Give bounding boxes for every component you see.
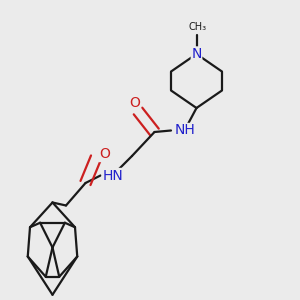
Text: O: O: [99, 148, 110, 161]
Text: O: O: [130, 97, 140, 110]
Text: NH: NH: [174, 124, 195, 137]
Text: CH₃: CH₃: [189, 22, 207, 32]
Text: HN: HN: [102, 169, 123, 182]
Text: N: N: [191, 47, 202, 61]
